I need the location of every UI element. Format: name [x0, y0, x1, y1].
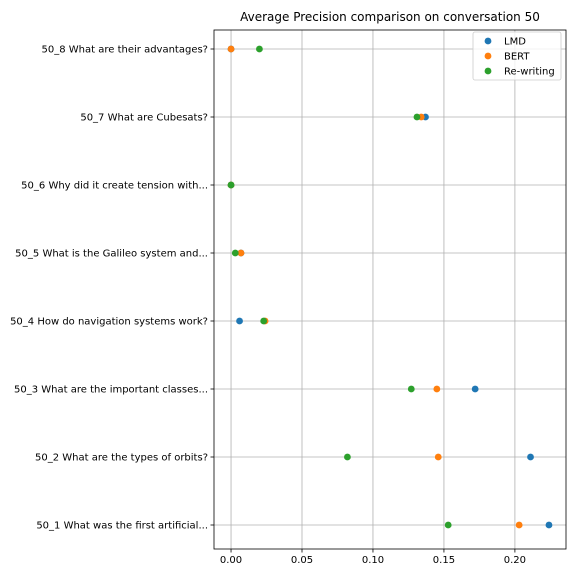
grid — [214, 30, 566, 549]
point-re-writing — [260, 317, 268, 325]
legend-marker — [484, 67, 492, 75]
x-tick-label: 0.15 — [433, 555, 455, 566]
legend-marker — [484, 37, 492, 45]
point-re-writing — [256, 45, 263, 53]
x-tick-label: 0.20 — [504, 555, 526, 566]
y-tick-label: 50_4 How do navigation systems work? — [10, 317, 208, 328]
x-axis: 0.00 0.05 0.10 0.15 0.20 — [220, 549, 526, 566]
point-re-writing — [227, 181, 235, 189]
point-lmd — [471, 385, 479, 393]
y-tick-label: 50_7 What are Cubesats? — [80, 113, 208, 124]
point-lmd — [236, 317, 243, 325]
point-re-writing — [444, 521, 452, 529]
y-tick-label: 50_2 What are the types of orbits? — [35, 453, 208, 464]
point-bert — [515, 521, 523, 529]
data-points — [227, 45, 553, 529]
y-axis: 50_1 What was the first artificial... 50_… — [10, 45, 214, 532]
legend-label: LMD — [504, 37, 526, 48]
point-bert — [433, 385, 441, 393]
x-tick-label: 0.05 — [291, 555, 313, 566]
y-tick-label: 50_1 What was the first artificial... — [36, 521, 208, 532]
x-tick-label: 0.00 — [220, 555, 242, 566]
plot-border — [213, 29, 567, 550]
point-lmd — [527, 453, 534, 461]
point-bert — [237, 249, 245, 257]
point-lmd — [545, 521, 553, 529]
y-tick-label: 50_6 Why did it create tension with... — [21, 181, 208, 192]
point-re-writing — [344, 453, 351, 461]
point-bert — [227, 45, 235, 53]
plot-frame — [213, 29, 567, 550]
x-tick-label: 0.10 — [362, 555, 384, 566]
point-re-writing — [231, 249, 239, 257]
point-bert — [434, 453, 442, 461]
y-tick-label: 50_8 What are their advantages? — [42, 45, 208, 56]
point-re-writing — [413, 113, 421, 121]
legend-box — [472, 31, 562, 81]
y-tick-label: 50_3 What are the important classes... — [14, 385, 208, 396]
y-tick-label: 50_5 What is the Galileo system and... — [15, 249, 208, 260]
legend: LMD BERT Re-writing — [472, 31, 562, 81]
chart-title: Average Precision comparison on conversa… — [240, 10, 540, 24]
legend-marker — [484, 52, 492, 60]
legend-label: BERT — [504, 52, 530, 63]
legend-label: Re-writing — [504, 67, 555, 78]
point-re-writing — [407, 385, 415, 393]
